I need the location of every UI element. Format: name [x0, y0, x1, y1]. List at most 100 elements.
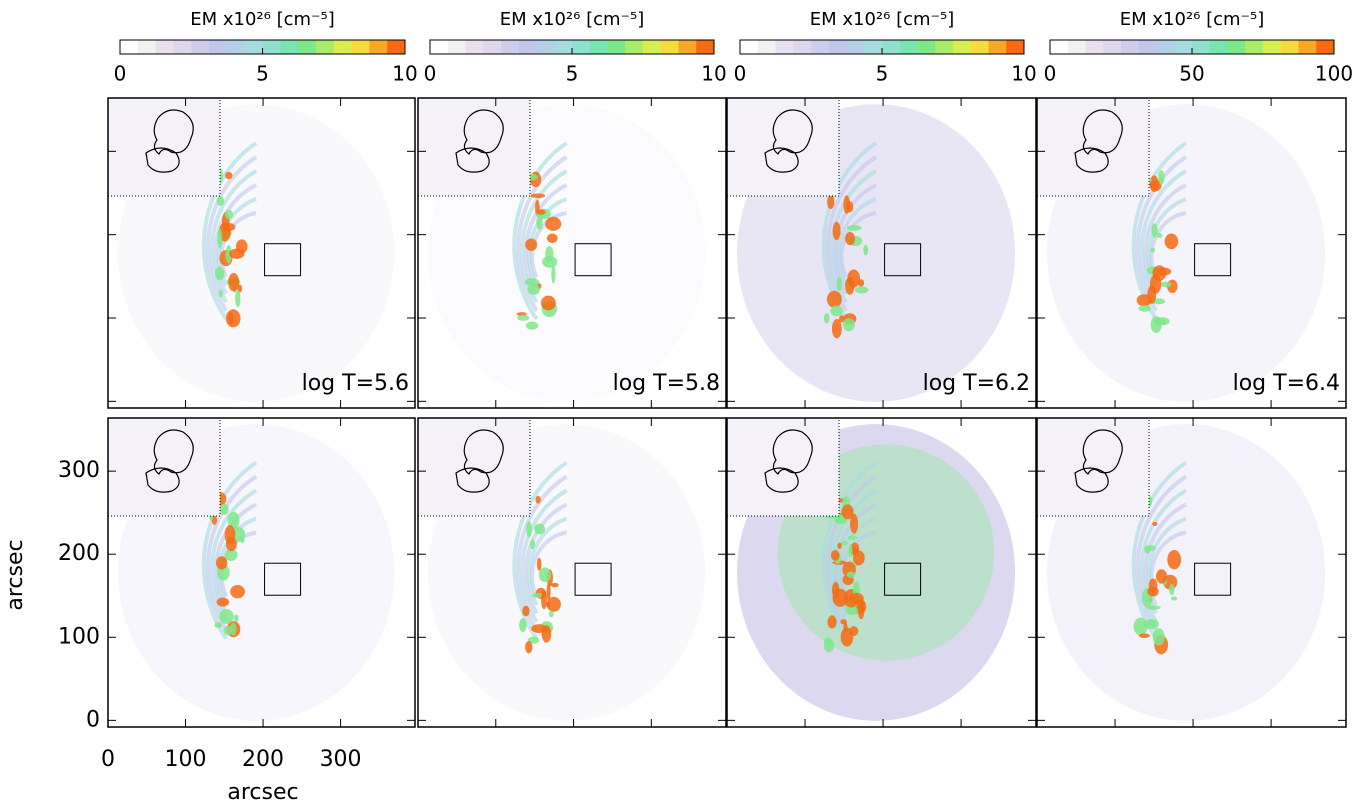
emission	[526, 521, 532, 538]
emission	[535, 495, 541, 504]
loop	[216, 516, 257, 606]
colorbar-segment	[191, 40, 210, 54]
contour	[764, 147, 799, 173]
emission	[843, 622, 848, 632]
colorbar-segment	[387, 40, 406, 54]
colorbar-segment	[501, 40, 520, 54]
region-box	[884, 243, 922, 277]
emission	[837, 542, 842, 549]
colorbar-segment	[811, 40, 830, 54]
colorbar-segment	[678, 40, 697, 54]
colorbar-segment	[1227, 40, 1246, 54]
colorbar-tick-label: 0	[114, 62, 127, 86]
colorbar-segment	[828, 40, 847, 54]
region-box	[1194, 243, 1232, 277]
contour	[455, 467, 490, 493]
colorbar-segment	[280, 40, 299, 54]
emission	[546, 596, 561, 612]
loop	[209, 169, 258, 304]
colorbar-segment	[536, 40, 555, 54]
panel-frame	[726, 417, 1037, 728]
contour	[1082, 429, 1123, 475]
colorbar-segment	[1067, 40, 1086, 54]
colorbar-segment	[660, 40, 679, 54]
colorbar-segment	[244, 40, 263, 54]
emission	[530, 539, 535, 550]
loop	[205, 474, 258, 632]
x-tick-label: 100	[165, 747, 207, 772]
colorbar-segment	[1138, 40, 1157, 54]
loop	[523, 502, 568, 615]
emission	[228, 272, 240, 292]
panel-frame	[417, 97, 727, 409]
contour	[153, 109, 194, 155]
contour	[1074, 467, 1109, 493]
colorbar-segment	[120, 40, 139, 54]
panel: log T=6.2	[726, 97, 1037, 409]
emission	[223, 625, 233, 636]
panel: log T=6.4	[1036, 97, 1347, 409]
colorbar-segment	[970, 40, 989, 54]
contour	[772, 429, 813, 475]
panel-frame	[107, 417, 416, 728]
emission	[832, 221, 841, 241]
region-box	[264, 562, 302, 596]
emission	[546, 583, 551, 601]
panel: log T=5.6	[107, 97, 416, 409]
loop	[527, 516, 568, 606]
contour	[145, 467, 180, 493]
emission	[527, 284, 541, 295]
loop	[201, 141, 258, 321]
inset	[107, 97, 221, 197]
colorbar-segment	[1192, 40, 1211, 54]
colorbar-segment	[757, 40, 776, 54]
colorbar-segment	[1156, 40, 1175, 54]
colorbar-segment	[369, 40, 388, 54]
emission	[1151, 223, 1158, 238]
colorbar-segment	[1050, 40, 1069, 54]
emission	[827, 194, 835, 210]
loop	[1135, 474, 1188, 632]
contour	[764, 467, 799, 493]
y-tick-label: 0	[86, 707, 100, 732]
colorbar-segment	[1209, 40, 1228, 54]
panel-label: log T=5.8	[613, 371, 720, 396]
emission	[832, 588, 849, 607]
x-axis-label: arcsec	[227, 780, 298, 805]
y-axis-label: arcsec	[3, 539, 28, 610]
contour	[463, 109, 504, 155]
emission	[850, 513, 859, 534]
emission	[217, 228, 223, 249]
emission	[1138, 305, 1152, 312]
emission	[530, 193, 546, 199]
emission	[525, 238, 538, 251]
loop	[821, 460, 878, 640]
colorbar-tick-label: 5	[566, 62, 579, 86]
colorbar-tick-label: 5	[256, 62, 269, 86]
emission	[525, 640, 533, 654]
emission	[548, 610, 554, 618]
colorbar-segment	[953, 40, 972, 54]
colorbar-segment	[1174, 40, 1193, 54]
inset	[417, 97, 531, 197]
emission	[1150, 316, 1162, 334]
region-box	[264, 243, 302, 277]
panel-frame	[107, 97, 416, 409]
colorbar-segment	[1280, 40, 1299, 54]
panel	[107, 417, 416, 728]
inset	[1036, 417, 1150, 517]
colorbar-tick-label: 100	[1315, 62, 1353, 86]
colorbar-tick-label: 10	[701, 62, 726, 86]
colorbar-tick-label: 0	[1044, 62, 1057, 86]
emission	[545, 216, 562, 231]
emission	[854, 286, 869, 294]
emission	[848, 544, 853, 558]
colorbar-segment	[740, 40, 759, 54]
emission	[831, 319, 842, 339]
emission	[1160, 281, 1172, 288]
emission	[1149, 180, 1162, 192]
region-box	[574, 243, 612, 277]
emission	[853, 550, 865, 566]
inset	[1036, 97, 1150, 197]
